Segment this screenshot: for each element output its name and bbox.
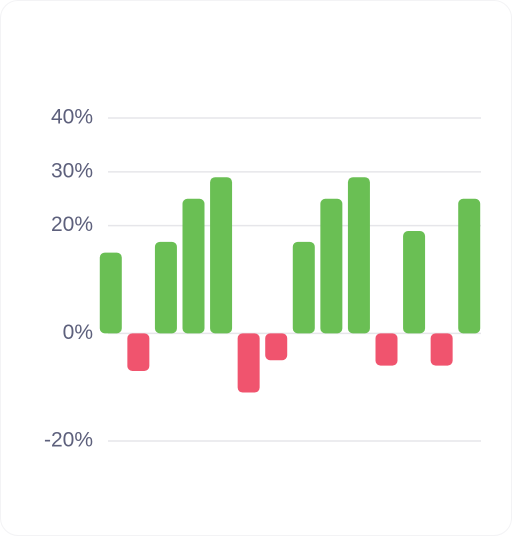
bar <box>320 198 343 334</box>
bar <box>265 333 288 361</box>
bar <box>154 241 177 334</box>
bar <box>127 333 150 372</box>
bar <box>403 231 426 334</box>
bar <box>347 177 370 334</box>
bar <box>210 177 233 334</box>
bar <box>99 252 122 334</box>
bar <box>182 198 205 334</box>
bar <box>430 333 453 366</box>
bar <box>458 198 481 334</box>
bar <box>237 333 260 393</box>
y-tick-label: 40% <box>51 106 93 129</box>
y-tick-label: 30% <box>51 159 93 182</box>
y-tick-label: 20% <box>51 213 93 236</box>
bar <box>375 333 398 366</box>
bar <box>292 241 315 334</box>
y-tick-label: -20% <box>44 429 93 452</box>
y-tick-label: 0% <box>63 321 93 344</box>
